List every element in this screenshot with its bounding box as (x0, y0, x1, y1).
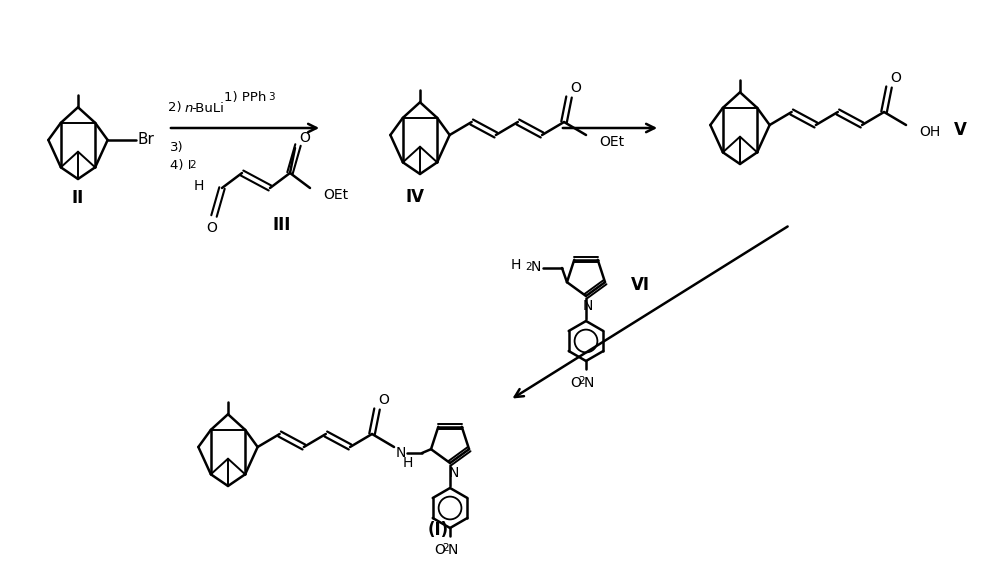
Text: VI: VI (631, 276, 650, 294)
Text: O: O (300, 131, 310, 145)
Text: H: H (194, 179, 204, 193)
Text: IV: IV (406, 188, 424, 206)
Text: O: O (434, 543, 445, 557)
Text: O: O (891, 71, 901, 85)
Text: H: H (403, 456, 413, 470)
Text: Br: Br (138, 133, 155, 148)
Text: N: N (583, 299, 593, 313)
Text: O: O (207, 221, 217, 235)
Text: 4) I: 4) I (170, 160, 192, 173)
Text: II: II (72, 189, 84, 207)
Text: III: III (273, 216, 291, 234)
Text: O: O (379, 393, 389, 407)
Text: N: N (449, 466, 459, 480)
Text: 3): 3) (170, 141, 184, 154)
Text: O: O (571, 81, 581, 95)
Text: 2: 2 (189, 160, 196, 170)
Text: OH: OH (919, 125, 940, 139)
Text: OEt: OEt (323, 188, 348, 202)
Text: 3: 3 (268, 92, 275, 101)
Text: OEt: OEt (599, 135, 624, 149)
Text: -BuLi: -BuLi (191, 101, 224, 114)
Text: 2: 2 (525, 262, 532, 272)
Text: H: H (511, 258, 521, 272)
Text: 2): 2) (168, 101, 186, 114)
Text: 2: 2 (442, 543, 449, 553)
Text: 2: 2 (578, 376, 585, 386)
Text: N: N (531, 260, 541, 274)
Text: 1) PPh: 1) PPh (224, 92, 266, 105)
Text: n: n (185, 101, 193, 114)
Text: N: N (448, 543, 458, 557)
Text: N: N (396, 446, 406, 460)
Text: O: O (570, 376, 581, 390)
Text: (I): (I) (427, 521, 449, 539)
Text: V: V (954, 121, 966, 139)
Text: N: N (584, 376, 594, 390)
